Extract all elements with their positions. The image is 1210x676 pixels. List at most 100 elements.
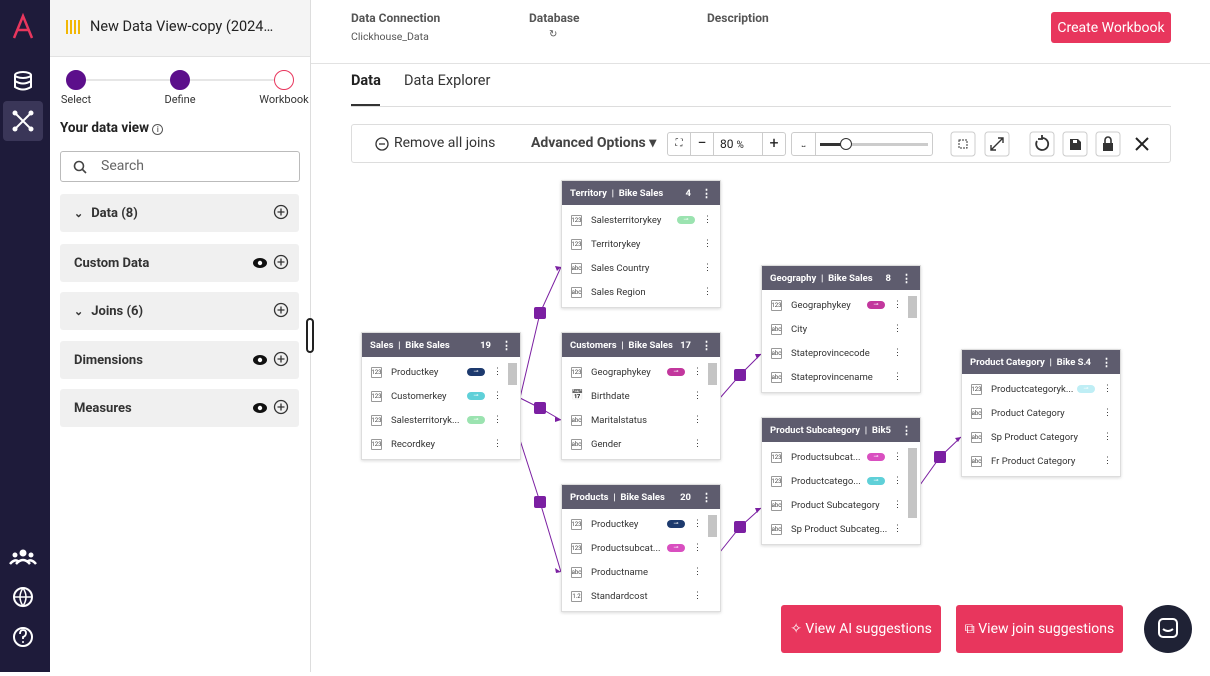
field-row[interactable]: abc Sales Country ⋮ bbox=[562, 256, 720, 280]
field-row[interactable]: abc Stateprovincecode ⋮ bbox=[762, 341, 920, 365]
field-row[interactable]: 123 Productkey ⊸ ⋮ bbox=[562, 512, 720, 536]
section-icons[interactable] bbox=[273, 204, 289, 224]
field-row[interactable]: 123 Geographykey ⊸ ⋮ bbox=[562, 360, 720, 384]
field-menu[interactable]: ⋮ bbox=[893, 500, 902, 510]
table-card[interactable]: Sales | Bike Sales 19 ⋮ 123 Productkey ⊸ ⋮ 123 C… bbox=[361, 332, 521, 460]
field-row[interactable]: 123 Productsubcat... ⊸ ⋮ bbox=[562, 536, 720, 560]
field-menu[interactable]: ⋮ bbox=[1103, 408, 1112, 418]
table-menu[interactable]: ⋮ bbox=[501, 338, 512, 352]
section-icons[interactable] bbox=[252, 399, 289, 419]
field-row[interactable]: abc Product Category ⋮ bbox=[962, 401, 1120, 425]
field-row[interactable]: 📅 Birthdate ⋮ bbox=[562, 384, 720, 408]
table-card[interactable]: Products | Bike Sales 20 ⋮ 123 Productkey ⊸ ⋮ 1… bbox=[561, 484, 721, 612]
field-row[interactable]: 123 Productkey ⊸ ⋮ bbox=[362, 360, 520, 384]
field-row[interactable]: abc Stateprovincename ⋮ bbox=[762, 365, 920, 389]
field-menu[interactable]: ⋮ bbox=[893, 372, 902, 382]
toolbar-icons[interactable] bbox=[950, 131, 1170, 157]
field-menu[interactable]: ⋮ bbox=[493, 439, 502, 449]
field-menu[interactable]: ⋮ bbox=[693, 391, 702, 401]
scrollbar[interactable] bbox=[908, 448, 917, 518]
field-row[interactable]: abc City ⋮ bbox=[762, 317, 920, 341]
table-menu[interactable]: ⋮ bbox=[1101, 355, 1112, 369]
ai-suggestions-button[interactable]: ✧ View AI suggestions bbox=[781, 605, 941, 653]
field-menu[interactable]: ⋮ bbox=[703, 263, 712, 273]
table-card[interactable]: Territory | Bike Sales 4 ⋮ 123 Salesterritor… bbox=[561, 180, 721, 308]
section-icons[interactable] bbox=[252, 254, 289, 274]
table-card[interactable]: Geography | Bike Sales 8 ⋮ 123 Geographykey ⊸… bbox=[761, 265, 921, 393]
field-row[interactable]: 1.2 Standardcost ⋮ bbox=[562, 584, 720, 608]
field-menu[interactable]: ⋮ bbox=[693, 543, 702, 553]
table-card[interactable]: Product Subcategory | Bik... 5 ⋮ 123 Product… bbox=[761, 417, 921, 545]
sidebar-section[interactable]: Custom Data bbox=[60, 244, 299, 282]
field-menu[interactable]: ⋮ bbox=[493, 415, 502, 425]
advanced-options[interactable]: Advanced Options ▾ bbox=[531, 135, 657, 151]
field-menu[interactable]: ⋮ bbox=[893, 300, 902, 310]
table-menu[interactable]: ⋮ bbox=[701, 186, 712, 200]
field-row[interactable]: 123 Salesterritorykey ⊸ ⋮ bbox=[562, 208, 720, 232]
field-row[interactable]: abc Sales Region ⋮ bbox=[562, 280, 720, 304]
field-menu[interactable]: ⋮ bbox=[693, 367, 702, 377]
field-menu[interactable]: ⋮ bbox=[1103, 384, 1112, 394]
field-menu[interactable]: ⋮ bbox=[693, 415, 702, 425]
section-icons[interactable] bbox=[273, 302, 289, 322]
field-menu[interactable]: ⋮ bbox=[693, 439, 702, 449]
field-menu[interactable]: ⋮ bbox=[893, 524, 902, 534]
field-menu[interactable]: ⋮ bbox=[693, 567, 702, 577]
field-row[interactable]: 123 Recordkey ⋮ bbox=[362, 432, 520, 456]
join-suggestions-button[interactable]: ⧉ View join suggestions bbox=[956, 605, 1123, 653]
field-row[interactable]: 123 Salesterritoryk... ⊸ ⋮ bbox=[362, 408, 520, 432]
field-menu[interactable]: ⋮ bbox=[1103, 456, 1112, 466]
step-dot[interactable] bbox=[170, 70, 190, 90]
field-menu[interactable]: ⋮ bbox=[893, 452, 902, 462]
tab[interactable]: Data bbox=[351, 72, 381, 89]
scrollbar[interactable] bbox=[908, 296, 917, 318]
field-row[interactable]: abc Productname ⋮ bbox=[562, 560, 720, 584]
table-menu[interactable]: ⋮ bbox=[901, 271, 912, 285]
field-menu[interactable]: ⋮ bbox=[493, 391, 502, 401]
table-menu[interactable]: ⋮ bbox=[701, 338, 712, 352]
zoom-slider[interactable]: ⎵ bbox=[791, 132, 933, 156]
field-row[interactable]: 123 Territorykey ⋮ bbox=[562, 232, 720, 256]
create-workbook-button[interactable]: Create Workbook bbox=[1051, 12, 1171, 43]
sidebar-section[interactable]: ⌄ Data (8) bbox=[60, 194, 299, 232]
step-dot[interactable] bbox=[66, 70, 86, 90]
step-dot[interactable] bbox=[274, 70, 294, 90]
field-menu[interactable]: ⋮ bbox=[1103, 432, 1112, 442]
field-row[interactable]: abc Product Subcategory ⋮ bbox=[762, 493, 920, 517]
sidebar-section[interactable]: Measures bbox=[60, 389, 299, 427]
table-card[interactable]: Customers | Bike Sales 17 ⋮ 123 Geographykey… bbox=[561, 332, 721, 460]
fit-button[interactable]: ⛶ bbox=[668, 133, 691, 155]
zoom-out[interactable]: − bbox=[691, 133, 714, 155]
chat-button[interactable] bbox=[1144, 605, 1192, 653]
field-menu[interactable]: ⋮ bbox=[893, 348, 902, 358]
field-menu[interactable]: ⋮ bbox=[893, 324, 902, 334]
field-row[interactable]: abc Sp Product Subcateg... ⋮ bbox=[762, 517, 920, 541]
zoom-in[interactable]: + bbox=[762, 133, 785, 155]
table-menu[interactable]: ⋮ bbox=[901, 423, 912, 437]
field-row[interactable]: abc Sp Product Category ⋮ bbox=[962, 425, 1120, 449]
field-menu[interactable]: ⋮ bbox=[693, 591, 702, 601]
field-row[interactable]: 123 Productsubcat... ⊸ ⋮ bbox=[762, 445, 920, 469]
search-box[interactable]: Search bbox=[60, 151, 300, 182]
resize-handle[interactable] bbox=[306, 318, 314, 353]
sidebar-section[interactable]: Dimensions bbox=[60, 341, 299, 379]
refresh-icon[interactable]: ↻ bbox=[549, 29, 558, 40]
scrollbar[interactable] bbox=[708, 515, 717, 537]
field-menu[interactable]: ⋮ bbox=[693, 519, 702, 529]
table-menu[interactable]: ⋮ bbox=[701, 490, 712, 504]
remove-joins[interactable]: Remove all joins bbox=[394, 135, 496, 151]
field-row[interactable]: 123 Customerkey ⊸ ⋮ bbox=[362, 384, 520, 408]
section-icons[interactable] bbox=[252, 351, 289, 371]
field-menu[interactable]: ⋮ bbox=[703, 239, 712, 249]
field-row[interactable]: 123 Productcategoryk... ⊸ ⋮ bbox=[962, 377, 1120, 401]
field-row[interactable]: abc Maritalstatus ⋮ bbox=[562, 408, 720, 432]
field-row[interactable]: abc Gender ⋮ bbox=[562, 432, 720, 456]
table-card[interactable]: Product Category | Bike S... 4 ⋮ 123 Product… bbox=[961, 349, 1121, 477]
sidebar-section[interactable]: ⌄ Joins (6) bbox=[60, 292, 299, 330]
field-menu[interactable]: ⋮ bbox=[703, 287, 712, 297]
field-menu[interactable]: ⋮ bbox=[893, 476, 902, 486]
field-row[interactable]: 123 Geographykey ⊸ ⋮ bbox=[762, 293, 920, 317]
field-row[interactable]: abc Fr Product Category ⋮ bbox=[962, 449, 1120, 473]
scrollbar[interactable] bbox=[508, 363, 517, 385]
field-menu[interactable]: ⋮ bbox=[703, 215, 712, 225]
